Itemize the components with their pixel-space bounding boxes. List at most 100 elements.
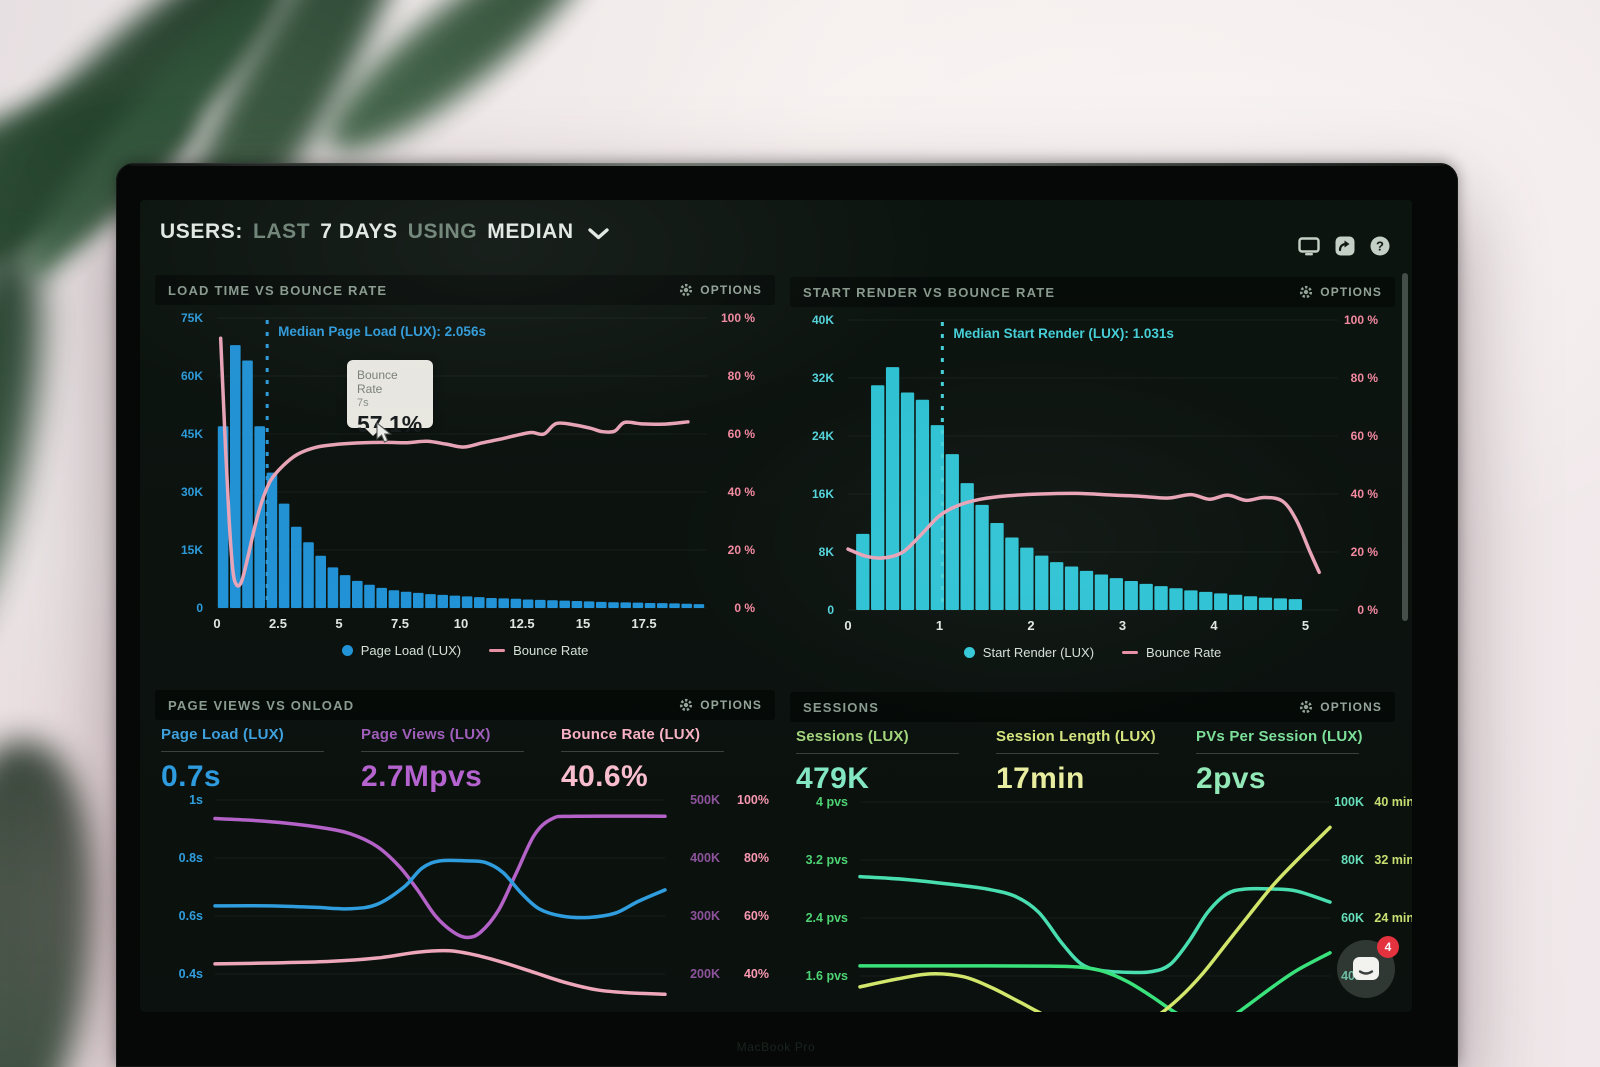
histogram-bar[interactable] xyxy=(1079,570,1094,610)
histogram-bar[interactable] xyxy=(1109,578,1123,610)
histogram-bar[interactable] xyxy=(1169,588,1183,610)
session-length-line[interactable] xyxy=(858,825,1332,1012)
histogram-bar[interactable] xyxy=(1020,547,1034,610)
pvs-per-session-line[interactable] xyxy=(858,874,1332,975)
x-axis-tick: 2 xyxy=(1027,618,1034,633)
histogram-bar[interactable] xyxy=(266,472,278,608)
histogram-bar[interactable] xyxy=(856,533,870,610)
x-axis-tick: 4 xyxy=(1210,618,1218,633)
histogram-bar[interactable] xyxy=(657,603,668,608)
histogram-bar[interactable] xyxy=(425,594,436,608)
histogram-bar[interactable] xyxy=(644,602,656,608)
histogram-bar[interactable] xyxy=(1154,586,1168,610)
display-icon[interactable] xyxy=(1298,236,1320,256)
options-button[interactable]: OPTIONS xyxy=(679,283,762,297)
histogram-bar[interactable] xyxy=(571,601,583,608)
right-axis-tick: 100 % xyxy=(721,311,755,325)
bounce-rate-line[interactable] xyxy=(846,491,1321,575)
legend-item[interactable]: Bounce Rate xyxy=(1122,645,1221,660)
histogram-bar[interactable] xyxy=(1214,593,1228,610)
histogram-bar[interactable] xyxy=(1288,599,1302,610)
histogram-bar[interactable] xyxy=(1124,581,1138,610)
histogram-bar[interactable] xyxy=(449,595,461,608)
histogram-bar[interactable] xyxy=(413,592,424,608)
histogram-bar[interactable] xyxy=(871,385,885,610)
histogram-bar[interactable] xyxy=(352,580,363,608)
histogram-bar[interactable] xyxy=(583,601,595,608)
histogram-bar[interactable] xyxy=(522,599,534,608)
histogram-bar[interactable] xyxy=(900,392,915,611)
histogram-bar[interactable] xyxy=(1273,598,1288,610)
histogram-bar[interactable] xyxy=(681,603,692,608)
histogram-bar[interactable] xyxy=(230,345,241,608)
histogram-bar[interactable] xyxy=(693,604,705,608)
histogram-bar[interactable] xyxy=(559,600,570,608)
histogram-bar[interactable] xyxy=(364,584,375,608)
legend-item[interactable]: Start Render (LUX) xyxy=(963,645,1094,660)
histogram-bar[interactable] xyxy=(669,603,680,608)
histogram-bar[interactable] xyxy=(486,597,497,608)
histogram-bar[interactable] xyxy=(632,602,644,608)
histogram-bar[interactable] xyxy=(498,598,509,608)
histogram-bar[interactable] xyxy=(327,567,339,608)
histogram-bar[interactable] xyxy=(620,602,631,608)
histogram-bar[interactable] xyxy=(608,602,619,608)
laptop-brand-label: MacBook Pro xyxy=(736,1040,816,1054)
histogram-bar[interactable] xyxy=(885,367,900,610)
histogram-bar[interactable] xyxy=(315,555,326,608)
page-views-line[interactable] xyxy=(213,814,667,940)
histogram-bar[interactable] xyxy=(437,594,448,608)
legend-item[interactable]: Bounce Rate xyxy=(489,643,588,658)
histogram-bar[interactable] xyxy=(1258,597,1273,610)
dashboard-title-dropdown[interactable]: USERS: LAST 7 DAYS USING MEDIAN xyxy=(160,220,609,244)
histogram-bar[interactable] xyxy=(339,575,351,608)
gear-icon xyxy=(1300,700,1313,714)
load-time-histogram-chart[interactable]: 75K 100 % 60K 80 % 45K 60 % 30K 40 % 15K 20 % 0 0 %… xyxy=(155,308,775,638)
histogram-bar[interactable] xyxy=(990,523,1004,610)
options-button[interactable]: OPTIONS xyxy=(1299,285,1382,299)
sessions-line[interactable] xyxy=(858,951,1332,1012)
legend-item[interactable]: Page Load (LUX) xyxy=(341,643,461,658)
histogram-bar[interactable] xyxy=(1005,537,1019,611)
histogram-bar[interactable] xyxy=(388,590,400,608)
histogram-bar[interactable] xyxy=(510,598,522,608)
histogram-bar[interactable] xyxy=(960,483,974,610)
histogram-bar[interactable] xyxy=(975,504,989,610)
left-axis-tick: 75K xyxy=(181,311,203,325)
histogram-bar[interactable] xyxy=(278,503,290,608)
share-icon[interactable] xyxy=(1335,236,1355,256)
histogram-bar[interactable] xyxy=(400,591,412,608)
histogram-bar[interactable] xyxy=(1035,555,1049,610)
histogram-bar[interactable] xyxy=(1139,583,1153,610)
histogram-bar[interactable] xyxy=(535,599,546,608)
bounce-rate-line[interactable] xyxy=(213,948,667,997)
histogram-bar[interactable] xyxy=(1199,591,1213,610)
histogram-bar[interactable] xyxy=(547,600,558,608)
histogram-bar[interactable] xyxy=(945,454,959,610)
start-render-histogram-chart[interactable]: 40K 100 % 32K 80 % 24K 60 % 16K 40 % 8K 20 % 0 0 % 0… xyxy=(790,310,1395,640)
histogram-bar[interactable] xyxy=(1228,594,1243,610)
histogram-bar[interactable] xyxy=(461,596,473,608)
help-icon[interactable]: ? xyxy=(1370,236,1390,256)
page-load-line[interactable] xyxy=(213,858,667,920)
legend-swatch xyxy=(1122,651,1139,654)
histogram-bar[interactable] xyxy=(1064,566,1079,611)
histogram-bar[interactable] xyxy=(1243,596,1258,610)
page-views-line-chart[interactable]: 1s 500K 100% 0.8s 400K 80% 0.6s 300K 60% 0.4s 200K… xyxy=(155,790,775,1012)
histogram-bar[interactable] xyxy=(915,399,930,610)
histogram-bar[interactable] xyxy=(1094,574,1109,610)
scrollbar-thumb[interactable] xyxy=(1402,273,1408,621)
histogram-bar[interactable] xyxy=(474,597,485,608)
histogram-bar[interactable] xyxy=(291,526,302,608)
histogram-bar[interactable] xyxy=(596,601,607,608)
options-button[interactable]: OPTIONS xyxy=(679,698,762,712)
histogram-bar[interactable] xyxy=(376,587,387,608)
options-button[interactable]: OPTIONS xyxy=(1299,700,1382,714)
histogram-bar[interactable] xyxy=(254,426,265,608)
chat-launcher[interactable]: 4 xyxy=(1337,936,1399,998)
bounce-rate-line[interactable] xyxy=(218,336,690,588)
sessions-line-chart[interactable]: 4 pvs 100K 40 min 3.2 pvs 80K 32 min 2.4 pvs 60… xyxy=(790,792,1412,1012)
histogram-bar[interactable] xyxy=(1184,590,1198,610)
histogram-bar[interactable] xyxy=(303,542,314,608)
histogram-bar[interactable] xyxy=(1050,562,1064,610)
